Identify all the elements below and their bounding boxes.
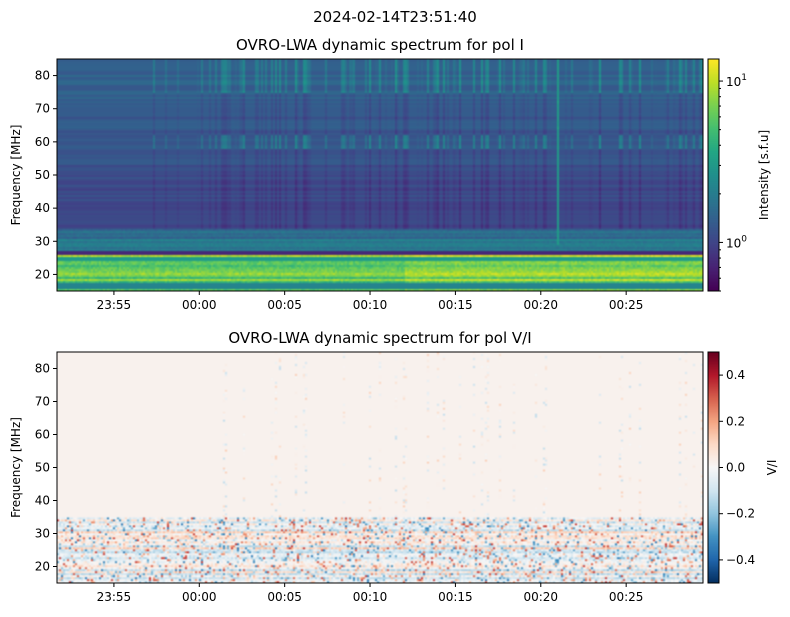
colorbar-label: Intensity [s.f.u] (757, 130, 771, 220)
y-tick-label: 40 (35, 201, 50, 215)
x-tick-label: 00:20 (523, 298, 558, 312)
x-tick-label: 00:00 (182, 590, 217, 604)
colorbar-frame-1 (707, 351, 720, 584)
colorbar-tick-label: 0.4 (726, 368, 745, 382)
plot-frame-1 (56, 351, 704, 584)
colorbar-tick-label: −0.2 (726, 507, 755, 521)
x-tick-label: 00:05 (267, 590, 302, 604)
y-tick-label: 70 (35, 102, 50, 116)
top-plot-title: OVRO-LWA dynamic spectrum for pol I (236, 36, 524, 54)
vi-colorbar (708, 352, 719, 583)
y-tick-label: 20 (35, 560, 50, 574)
y-tick-label: 30 (35, 234, 50, 248)
y-axis-label: Frequency [MHz] (9, 125, 23, 226)
y-tick-label: 40 (35, 494, 50, 508)
colorbar-tick-label: 0.0 (726, 461, 745, 475)
x-tick-label: 00:25 (609, 298, 644, 312)
colorbar-tick-label: −0.4 (726, 553, 755, 567)
y-tick-label: 70 (35, 395, 50, 409)
x-tick-label: 00:10 (353, 590, 388, 604)
y-tick-label: 20 (35, 267, 50, 281)
x-tick-label: 00:25 (609, 590, 644, 604)
y-tick-label: 80 (35, 69, 50, 83)
x-tick-label: 23:55 (97, 590, 132, 604)
stokes-v-over-i-spectrogram (57, 352, 703, 583)
colorbar-label: V/I (765, 460, 779, 476)
colorbar-frame-0 (707, 58, 720, 292)
x-tick-label: 00:10 (353, 298, 388, 312)
stokes-i-spectrogram (57, 59, 703, 291)
y-tick-label: 50 (35, 461, 50, 475)
x-tick-label: 00:15 (438, 590, 473, 604)
y-tick-label: 30 (35, 527, 50, 541)
y-tick-label: 60 (35, 428, 50, 442)
plot-frame-0 (56, 58, 704, 292)
bottom-plot-title: OVRO-LWA dynamic spectrum for pol V/I (228, 329, 532, 347)
colorbar-tick-label: 0.2 (726, 414, 745, 428)
x-tick-label: 00:20 (523, 590, 558, 604)
x-tick-label: 00:00 (182, 298, 217, 312)
colorbar-tick-label: 101 (726, 73, 747, 89)
intensity-colorbar (708, 59, 719, 291)
x-tick-label: 23:55 (97, 298, 132, 312)
colorbar-tick-label: 100 (726, 234, 747, 250)
x-tick-label: 00:05 (267, 298, 302, 312)
y-tick-label: 60 (35, 135, 50, 149)
y-tick-label: 50 (35, 168, 50, 182)
x-tick-label: 00:15 (438, 298, 473, 312)
figure-suptitle: 2024-02-14T23:51:40 (313, 8, 477, 26)
y-axis-label: Frequency [MHz] (9, 417, 23, 518)
y-tick-label: 80 (35, 362, 50, 376)
